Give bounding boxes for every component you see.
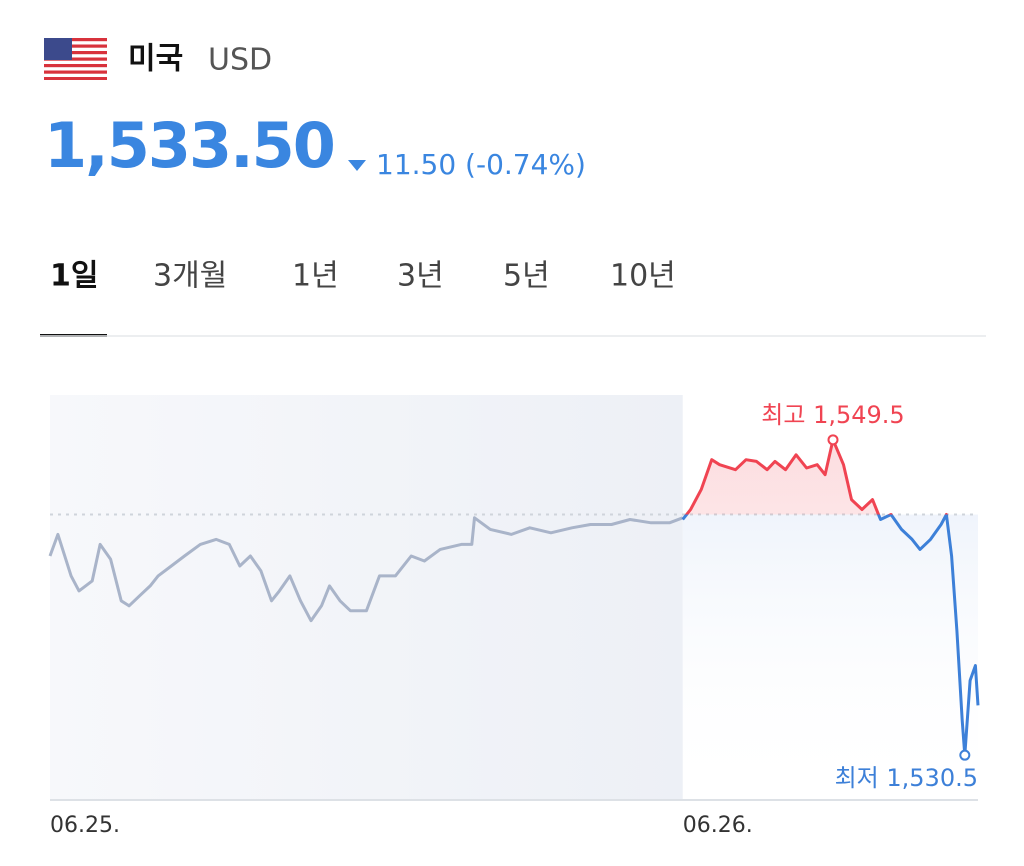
chart: 06.25. 06.26. 최고 1,549.5 최저 1,530.5 xyxy=(48,395,980,838)
tab[interactable]: 10년 xyxy=(610,259,676,294)
tab[interactable]: 3개월 xyxy=(153,259,227,294)
tab[interactable]: 1일 xyxy=(50,259,98,294)
x-tick-label: 06.25. xyxy=(50,813,120,838)
extreme-label: 최저 1,530.5 xyxy=(835,764,978,792)
down-arrow xyxy=(348,160,366,171)
tab[interactable]: 3년 xyxy=(397,259,444,294)
today-band xyxy=(682,514,978,800)
tabs: 1일 3개월 1년 3년 5년 10년 xyxy=(40,259,676,337)
flag xyxy=(44,38,107,80)
line-down xyxy=(681,514,980,757)
currency: USD xyxy=(208,43,272,78)
x-tick-label: 06.26. xyxy=(683,813,753,838)
tab[interactable]: 5년 xyxy=(503,259,550,294)
change: 11.50 (-0.74%) xyxy=(376,148,586,181)
country: 미국 xyxy=(128,42,183,77)
tab[interactable]: 1년 xyxy=(292,259,339,294)
extreme-marker xyxy=(827,434,839,446)
line-up xyxy=(684,438,948,515)
extreme-marker xyxy=(959,749,971,761)
extreme-label: 최고 1,549.5 xyxy=(761,401,904,429)
line xyxy=(48,516,684,623)
area xyxy=(682,439,978,515)
previous-day-band xyxy=(50,395,683,800)
price: 1,533.50 xyxy=(44,109,334,182)
